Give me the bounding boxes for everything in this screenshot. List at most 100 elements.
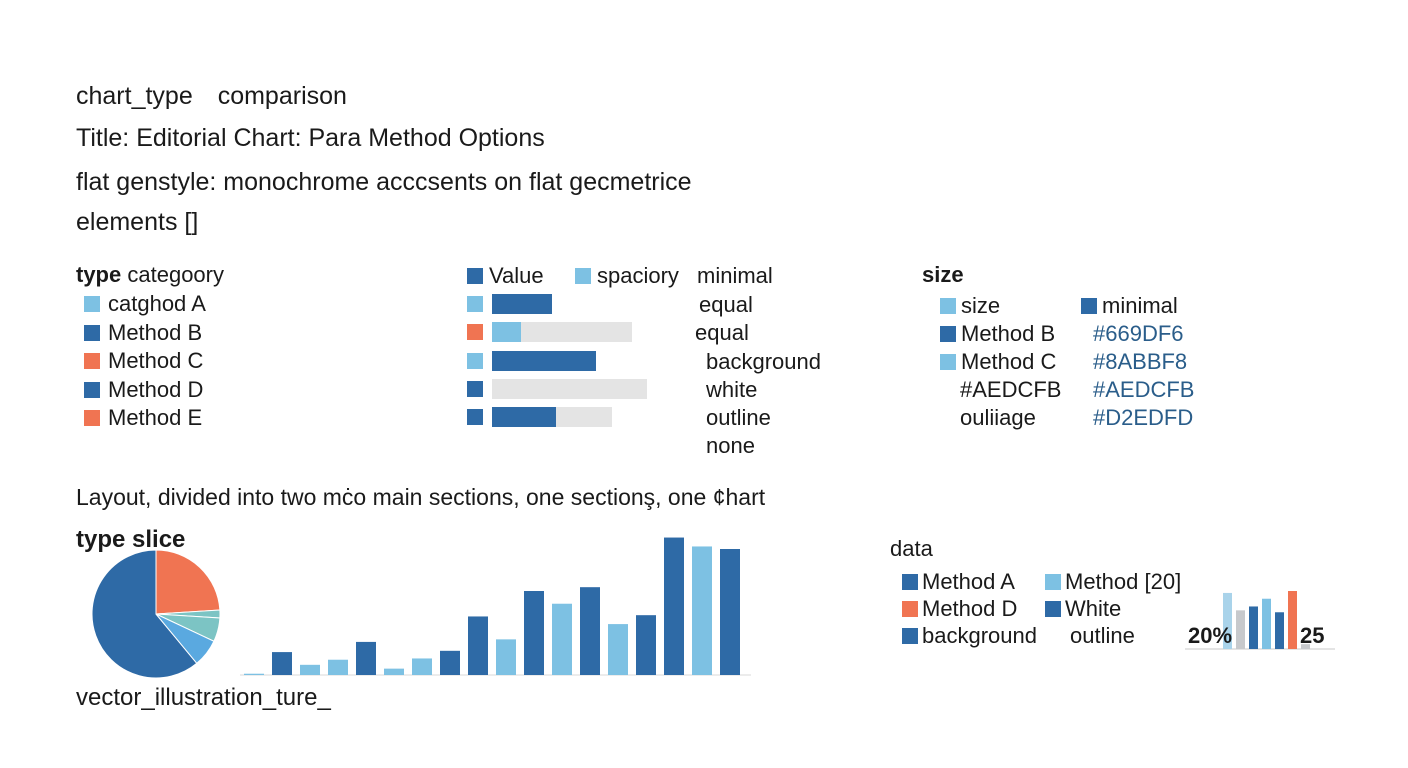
value-row-track — [492, 322, 632, 343]
value-legend-swatch — [467, 268, 483, 284]
category-item: Method E — [84, 404, 202, 432]
mini-bar — [1301, 644, 1310, 649]
bar — [300, 664, 320, 675]
size-row-right-label: #D2EDFD — [1093, 405, 1194, 430]
size-row-right: #AEDCFB — [1093, 376, 1194, 404]
category-label: Method D — [108, 376, 204, 402]
category-swatch — [84, 353, 100, 369]
size-row-left: Method C — [940, 348, 1056, 376]
data-legend-label: Method D — [922, 596, 1018, 621]
value-row-label: white — [706, 376, 758, 402]
value-row-fill — [492, 350, 596, 371]
data-legend-item: Method D — [902, 595, 1017, 623]
size-row-left-label: Method C — [961, 349, 1057, 374]
size-row-right: #8ABBF8 — [1093, 348, 1187, 376]
bar — [720, 549, 740, 675]
data-legend-item: outline — [1070, 622, 1135, 650]
size-row-swatch — [940, 326, 956, 342]
bar — [524, 591, 544, 675]
category-item: catghod A — [84, 290, 206, 318]
data-legend-swatch — [902, 574, 918, 590]
size-row-left-label: Method B — [961, 321, 1056, 346]
value-row-fill — [492, 407, 557, 428]
bar — [468, 616, 488, 675]
value-legend-item: Value — [467, 262, 544, 290]
size-row-left-label: ouliiage — [960, 405, 1036, 430]
pie-slice — [155, 550, 221, 615]
mini-bar — [1249, 606, 1258, 649]
bar — [272, 652, 292, 675]
bar — [356, 641, 376, 675]
size-row-right-swatch — [1081, 298, 1097, 314]
category-heading-bold: type — [76, 262, 122, 287]
value-row-label: outline — [706, 405, 771, 431]
value-row-label: equal — [695, 320, 749, 346]
bar — [244, 673, 264, 675]
bar — [552, 603, 572, 675]
value-row-track — [492, 378, 648, 399]
category-swatch — [84, 324, 100, 341]
size-row-left: Method B — [940, 320, 1055, 348]
layout-line-lead: Layout, — [76, 484, 152, 510]
data-legend-swatch — [902, 628, 918, 644]
value-row-label: background — [706, 348, 821, 374]
data-legend-swatch — [902, 601, 918, 617]
size-row-left: ouliiage — [960, 404, 1036, 432]
size-row-right: #D2EDFD — [1093, 404, 1193, 432]
chart-type-value: comparison — [217, 82, 347, 110]
value-row-marker — [467, 324, 483, 341]
size-row-left-label: #AEDCFB — [960, 377, 1062, 402]
value-row-marker — [467, 352, 483, 369]
category-swatch — [84, 381, 100, 398]
mini-bar — [1262, 598, 1271, 649]
bar — [636, 615, 656, 675]
value-legend-item: spaciory — [575, 262, 679, 290]
pie-heading: type slice — [76, 526, 186, 553]
category-label: Method E — [108, 405, 203, 430]
pie-slice — [155, 613, 215, 665]
size-row-right-label: #8ABBF8 — [1093, 349, 1188, 374]
data-legend-swatch — [1045, 601, 1061, 617]
mini-bar — [1275, 612, 1284, 649]
category-heading-rest: categoory — [127, 262, 224, 287]
category-item: Method C — [84, 347, 203, 375]
value-column-header: minimal — [697, 263, 773, 288]
value-row-label: equal — [699, 292, 753, 317]
mini-bar — [1288, 591, 1297, 649]
mini-label-left: 20% — [1188, 623, 1233, 648]
data-legend-label: Method A — [922, 569, 1015, 594]
pie-slice — [92, 550, 198, 679]
value-row-marker — [467, 296, 483, 312]
bar — [384, 668, 404, 675]
bar — [580, 587, 600, 675]
data-legend-item: Method [20] — [1045, 568, 1181, 596]
category-label: Method C — [108, 348, 204, 373]
bar — [608, 624, 628, 675]
data-legend-label: White — [1065, 596, 1122, 621]
category-swatch — [84, 296, 100, 312]
category-label: catghod A — [108, 291, 206, 316]
value-legend-label: spaciory — [597, 263, 679, 288]
bar — [412, 658, 432, 675]
mini-label-right: 25 — [1300, 623, 1325, 648]
data-legend-item: White — [1045, 595, 1121, 623]
elements-line: elements [] — [76, 208, 199, 236]
data-legend-label: background — [922, 623, 1037, 648]
value-row-fill — [492, 294, 553, 314]
category-heading: type categoory — [76, 262, 224, 288]
size-row-left: size — [940, 292, 1000, 320]
bar — [440, 650, 460, 675]
footer-text: vector_illustration_ture_ — [76, 684, 331, 711]
size-row-right-label: #669DF6 — [1093, 321, 1184, 346]
size-row-right: #669DF6 — [1093, 320, 1184, 348]
size-row-swatch — [940, 354, 956, 370]
size-heading: size — [922, 262, 964, 287]
size-row-left: #AEDCFB — [960, 376, 1061, 404]
page-title: Title: Editorial Chart: Para Method Opti… — [76, 124, 545, 152]
mini-bar — [1236, 610, 1245, 649]
category-swatch — [84, 410, 100, 426]
layout-line-rest: divided into two mċo main sections, one … — [157, 484, 766, 510]
layout-line: Layout, divided into two mċo main sectio… — [76, 484, 765, 511]
value-row-marker — [467, 380, 483, 397]
value-trailing-label: none — [706, 433, 755, 458]
